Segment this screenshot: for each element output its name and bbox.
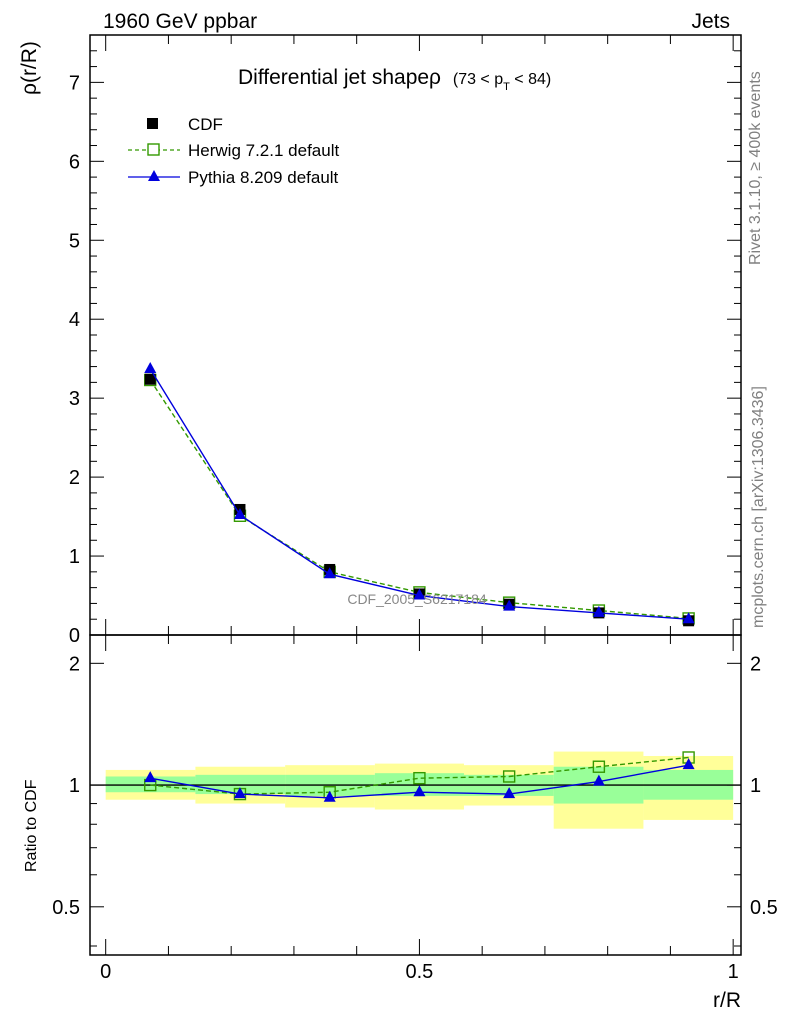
ratio-pythia-point-0 [144,771,157,783]
ratio-pythia-point-6 [682,758,695,770]
main-ytick-label: 0 [69,625,80,647]
legend: CDF Herwig 7.2.1 default Pythia 8.209 de… [128,115,339,187]
ratio-pythia-point-3 [413,785,426,797]
main-pythia-point-6 [682,612,695,624]
main-pythia-point-2 [323,567,336,579]
main-x-ticks [105,35,734,635]
ratio-herwig-point-4 [502,770,516,783]
main-pythia-point-5 [592,605,605,617]
main-panel: CDF_2005_S6217184 0 1 2 3 4 5 6 7 ρ(r/R) Differ… [18,34,742,647]
ratio-pythia-point-2 [323,790,336,802]
header-left-label: 1960 GeV ppbar [103,10,257,33]
ratio-ytick-label-right: 0.5 [750,897,778,919]
xtick-label: 1 [728,961,739,983]
main-ytick-label: 2 [69,467,80,489]
ratio-band-inner [105,776,196,793]
main-title-suffix: (73 < p [453,71,503,88]
main-title-end: < 84) [510,71,551,88]
watermark: CDF_2005_S6217184 [347,591,487,607]
ratio-x-ticks: 0 0.5 1 [100,635,739,983]
main-plot-area [144,361,695,627]
legend-herwig-marker [147,143,160,156]
ratio-ytick-label-left: 2 [69,653,80,675]
ratio-ytick-label-right: 1 [750,775,761,797]
main-title-text: Differential jet shapeρ [238,66,441,89]
ratio-ytick-label-left: 0.5 [52,897,80,919]
legend-cdf-marker [147,118,158,129]
ratio-panel: 0.5 0.51 12 2 0 0.5 1 Ratio to CDF r/R [23,634,778,1012]
legend-entry-cdf: CDF [147,115,223,134]
mcplots-label: mcplots.cern.ch [arXiv:1306.3436] [750,386,767,628]
ratio-herwig-point-5 [592,760,606,773]
ratio-ytick-label-right: 2 [750,653,761,675]
legend-herwig-label: Herwig 7.2.1 default [188,141,339,160]
ratio-y-axis-label: Ratio to CDF [23,779,40,872]
main-y-ticks: 0 1 2 3 4 5 6 7 [69,34,741,647]
main-title: Differential jet shapeρ (73 < pT < 84) [238,66,551,93]
ratio-ytick-label-left: 1 [69,775,80,797]
ratio-herwig-point-3 [413,771,426,785]
header-right-label: Jets [691,10,730,33]
legend-entry-herwig: Herwig 7.2.1 default [128,141,339,160]
ratio-y-ticks: 0.5 0.5 1 1 2 2 [52,653,778,947]
ratio-panel-frame [89,634,742,956]
ratio-pythia-point-4 [503,787,516,799]
ratio-plot-area [90,751,741,829]
main-y-axis-label: ρ(r/R) [18,41,41,95]
main-pythia-point-4 [503,599,516,611]
main-ytick-label: 6 [69,151,80,173]
legend-pythia-marker [148,170,160,181]
main-pythia-line [149,368,689,620]
legend-cdf-label: CDF [188,115,223,134]
main-ytick-label: 7 [69,72,80,94]
ratio-pythia-point-5 [592,774,605,786]
x-axis-label: r/R [713,989,741,1012]
rivet-label: Rivet 3.1.10, ≥ 400k events [747,71,764,265]
xtick-label: 0 [100,961,111,983]
legend-entry-pythia: Pythia 8.209 default [128,168,339,187]
main-pythia-point-3 [413,588,426,600]
xtick-label: 0.5 [406,961,434,983]
main-ytick-label: 1 [69,546,80,568]
ratio-pythia-point-1 [233,787,246,799]
main-cdf-point-0 [144,373,156,385]
main-title-subscript: T [503,81,510,93]
legend-pythia-label: Pythia 8.209 default [188,168,339,187]
main-ytick-label: 5 [69,230,80,252]
main-pythia-point-0 [144,361,157,373]
main-ytick-label: 4 [69,309,80,331]
main-ytick-label: 3 [69,388,80,410]
main-pythia-point-1 [233,508,246,519]
